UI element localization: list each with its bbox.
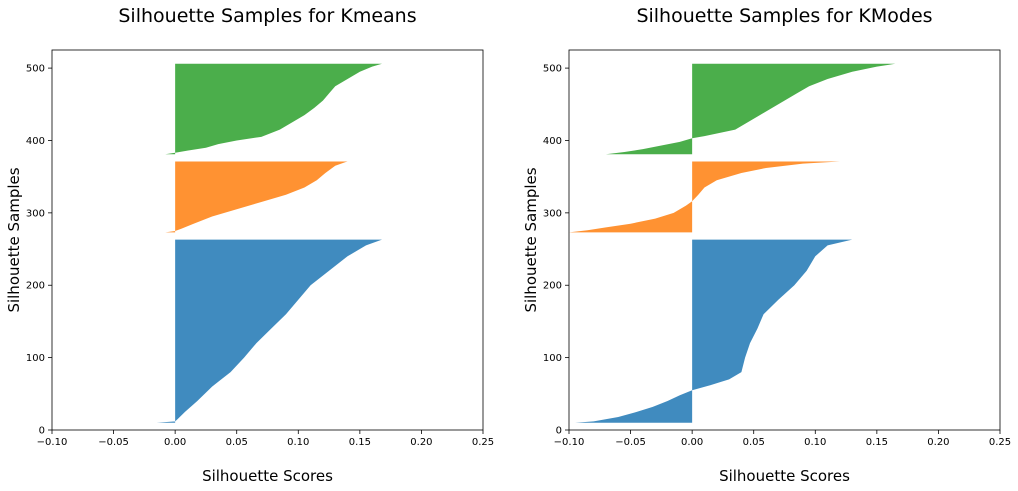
x-tick-label: −0.05 [615,437,646,448]
chart-title: Silhouette Samples for Kmeans [118,5,416,27]
kmeans-chart: −0.10 −0.05 0.00 0.05 0.10 0.15 0.20 0.25 0 100 20… [5,5,494,485]
x-tick-label: 0.15 [349,437,371,448]
y-axis-label: Silhouette Samples [5,167,23,312]
x-tick-label: 0.20 [410,437,432,448]
y-axis-label: Silhouette Samples [522,167,540,312]
cluster-0-area [575,239,853,423]
cluster-0-area [156,239,383,423]
y-tick-label: 200 [26,281,45,292]
x-tick-label: 0.10 [804,437,826,448]
y-tick-label: 400 [543,136,562,147]
x-tick-label: 0.25 [472,437,494,448]
chart-title: Silhouette Samples for KModes [636,5,932,27]
x-tick-label: 0.10 [287,437,309,448]
y-tick-label: 100 [543,353,562,364]
y-tick-label: 300 [543,208,562,219]
y-tick-label: 0 [39,426,45,437]
y-tick-label: 200 [543,281,562,292]
y-tick-label: 500 [543,64,562,75]
x-axis-label: Silhouette Scores [719,467,850,485]
x-tick-label: 0.00 [164,437,186,448]
cluster-2-area [605,63,896,155]
y-tick-label: 400 [26,136,45,147]
y-tick-label: 100 [26,353,45,364]
plot-frame [568,49,1001,431]
y-tick-label: 300 [26,208,45,219]
y-tick-label: 0 [556,426,562,437]
y-tick-label: 500 [26,64,45,75]
kmodes-chart: −0.10 −0.05 0.00 0.05 0.10 0.15 0.20 0.25 0 100 20… [522,5,1011,485]
cluster-1-area [165,161,348,233]
x-tick-label: 0.15 [866,437,888,448]
plot-frame [51,49,484,431]
x-tick-label: 0.00 [681,437,703,448]
x-tick-label: 0.05 [743,437,765,448]
x-tick-label: 0.25 [989,437,1011,448]
x-tick-label: 0.20 [927,437,949,448]
cluster-1-area [569,161,840,233]
x-tick-label: 0.05 [226,437,248,448]
cluster-2-area [165,63,383,155]
x-tick-label: −0.10 [37,437,68,448]
x-axis-label: Silhouette Scores [202,467,333,485]
x-tick-label: −0.05 [98,437,129,448]
x-tick-label: −0.10 [554,437,585,448]
